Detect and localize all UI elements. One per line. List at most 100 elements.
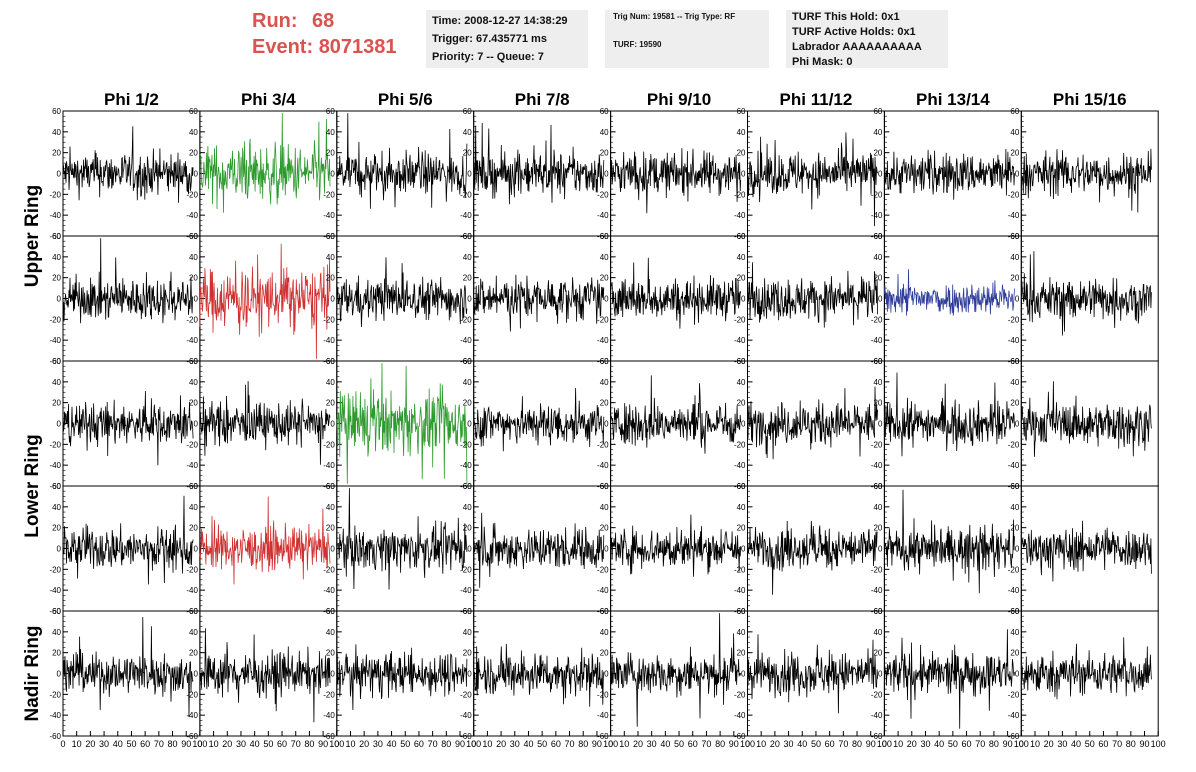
x-tick-label: 50 [126, 739, 136, 749]
y-tick-label: -20 [460, 315, 472, 324]
y-tick-label: -40 [49, 211, 61, 220]
waveform-trace [884, 629, 1015, 729]
waveform-trace [336, 363, 468, 484]
x-tick-label: 90 [1140, 739, 1150, 749]
x-tick-label: 30 [99, 739, 109, 749]
y-tick-label: -20 [597, 565, 609, 574]
y-tick-label: 0 [330, 170, 335, 179]
x-tick-label: 70 [428, 739, 438, 749]
y-tick-label: 20 [873, 524, 882, 533]
x-tick-label: 20 [633, 739, 643, 749]
x-tick-label: 50 [400, 739, 410, 749]
run-value: 68 [312, 10, 335, 32]
x-tick-label: 10 [345, 739, 355, 749]
y-tick-label: 40 [463, 378, 472, 387]
y-tick-label: 40 [326, 378, 335, 387]
y-tick-label: -60 [49, 482, 61, 491]
y-tick-label: -20 [323, 190, 335, 199]
y-tick-label: 40 [463, 128, 472, 137]
waveform-trace [747, 386, 878, 460]
x-tick-label: 60 [140, 739, 150, 749]
x-tick-label: 30 [784, 739, 794, 749]
waveform-trace [610, 514, 742, 577]
y-tick-label: 20 [326, 399, 335, 408]
event-label: Event: [252, 36, 314, 58]
y-tick-label: 20 [600, 649, 609, 658]
x-tick-label: 20 [359, 739, 369, 749]
y-tick-label: 40 [737, 128, 746, 137]
x-tick-label: 10 [482, 739, 492, 749]
turf-hold-text: TURF This Hold: 0x1 [792, 11, 900, 23]
y-tick-label: 40 [189, 503, 198, 512]
y-tick-label: 0 [330, 545, 335, 554]
y-tick-label: -40 [49, 336, 61, 345]
y-tick-label: 60 [189, 482, 198, 491]
column-header: Phi 15/16 [1053, 90, 1127, 109]
y-tick-label: -40 [323, 336, 335, 345]
y-tick-label: -20 [1008, 315, 1020, 324]
x-tick-label: 90 [729, 739, 739, 749]
waveform-trace [884, 372, 1015, 457]
x-tick-label: 70 [701, 739, 711, 749]
x-tick-label: 40 [934, 739, 944, 749]
y-tick-label: -60 [49, 232, 61, 241]
x-tick-label: 10 [893, 739, 903, 749]
column-header: Phi 13/14 [916, 90, 990, 109]
y-tick-label: 20 [189, 399, 198, 408]
y-tick-label: 20 [52, 149, 61, 158]
x-tick-label: 90 [592, 739, 602, 749]
y-tick-label: 40 [52, 628, 61, 637]
y-tick-label: 20 [463, 274, 472, 283]
x-tick-label: 80 [304, 739, 314, 749]
y-tick-label: 0 [604, 420, 609, 429]
waveform-trace [473, 643, 605, 707]
y-tick-label: 20 [189, 274, 198, 283]
y-tick-label: 40 [1010, 128, 1019, 137]
x-tick-label: 10 [619, 739, 629, 749]
y-tick-label: -20 [734, 315, 746, 324]
y-tick-label: -40 [1008, 211, 1020, 220]
y-tick-label: 60 [737, 607, 746, 616]
y-tick-label: 20 [52, 399, 61, 408]
waveform-trace [199, 628, 331, 723]
y-tick-label: 60 [52, 482, 61, 491]
x-tick-label: 100 [1151, 739, 1166, 749]
y-tick-label: 60 [1010, 232, 1019, 241]
y-tick-label: -40 [871, 586, 883, 595]
y-tick-label: -60 [49, 607, 61, 616]
y-tick-label: 40 [600, 253, 609, 262]
y-tick-label: 20 [600, 149, 609, 158]
y-tick-label: -20 [186, 190, 198, 199]
y-tick-label: -60 [460, 732, 472, 741]
y-tick-label: -40 [49, 461, 61, 470]
y-tick-label: 0 [878, 295, 883, 304]
y-tick-label: 0 [57, 420, 62, 429]
y-tick-label: -40 [186, 211, 198, 220]
y-tick-label: -40 [734, 461, 746, 470]
y-tick-label: -40 [323, 586, 335, 595]
x-tick-label: 10 [1030, 739, 1040, 749]
y-tick-label: 60 [873, 232, 882, 241]
y-tick-label: 40 [600, 503, 609, 512]
y-tick-label: 0 [330, 420, 335, 429]
y-tick-label: 20 [600, 399, 609, 408]
y-tick-label: -40 [734, 211, 746, 220]
x-tick-label: 100 [740, 739, 755, 749]
waveform-trace [747, 132, 878, 227]
y-tick-label: -40 [1008, 586, 1020, 595]
x-tick-label: 20 [907, 739, 917, 749]
x-tick-label: 50 [674, 739, 684, 749]
x-tick-label: 10 [209, 739, 219, 749]
waveform-trace [1020, 381, 1152, 457]
column-header: Phi 7/8 [515, 90, 570, 109]
y-tick-label: 40 [873, 128, 882, 137]
y-tick-label: 0 [57, 170, 62, 179]
y-tick-label: -20 [871, 690, 883, 699]
trigger-info-box: Trig Num: 19581 -- Trig Type: RF TURF: 1… [605, 10, 769, 68]
y-tick-label: 20 [873, 399, 882, 408]
x-tick-label: 80 [168, 739, 178, 749]
y-tick-label: 60 [326, 482, 335, 491]
y-tick-label: 40 [873, 503, 882, 512]
y-tick-label: 60 [737, 107, 746, 116]
x-tick-label: 100 [877, 739, 892, 749]
